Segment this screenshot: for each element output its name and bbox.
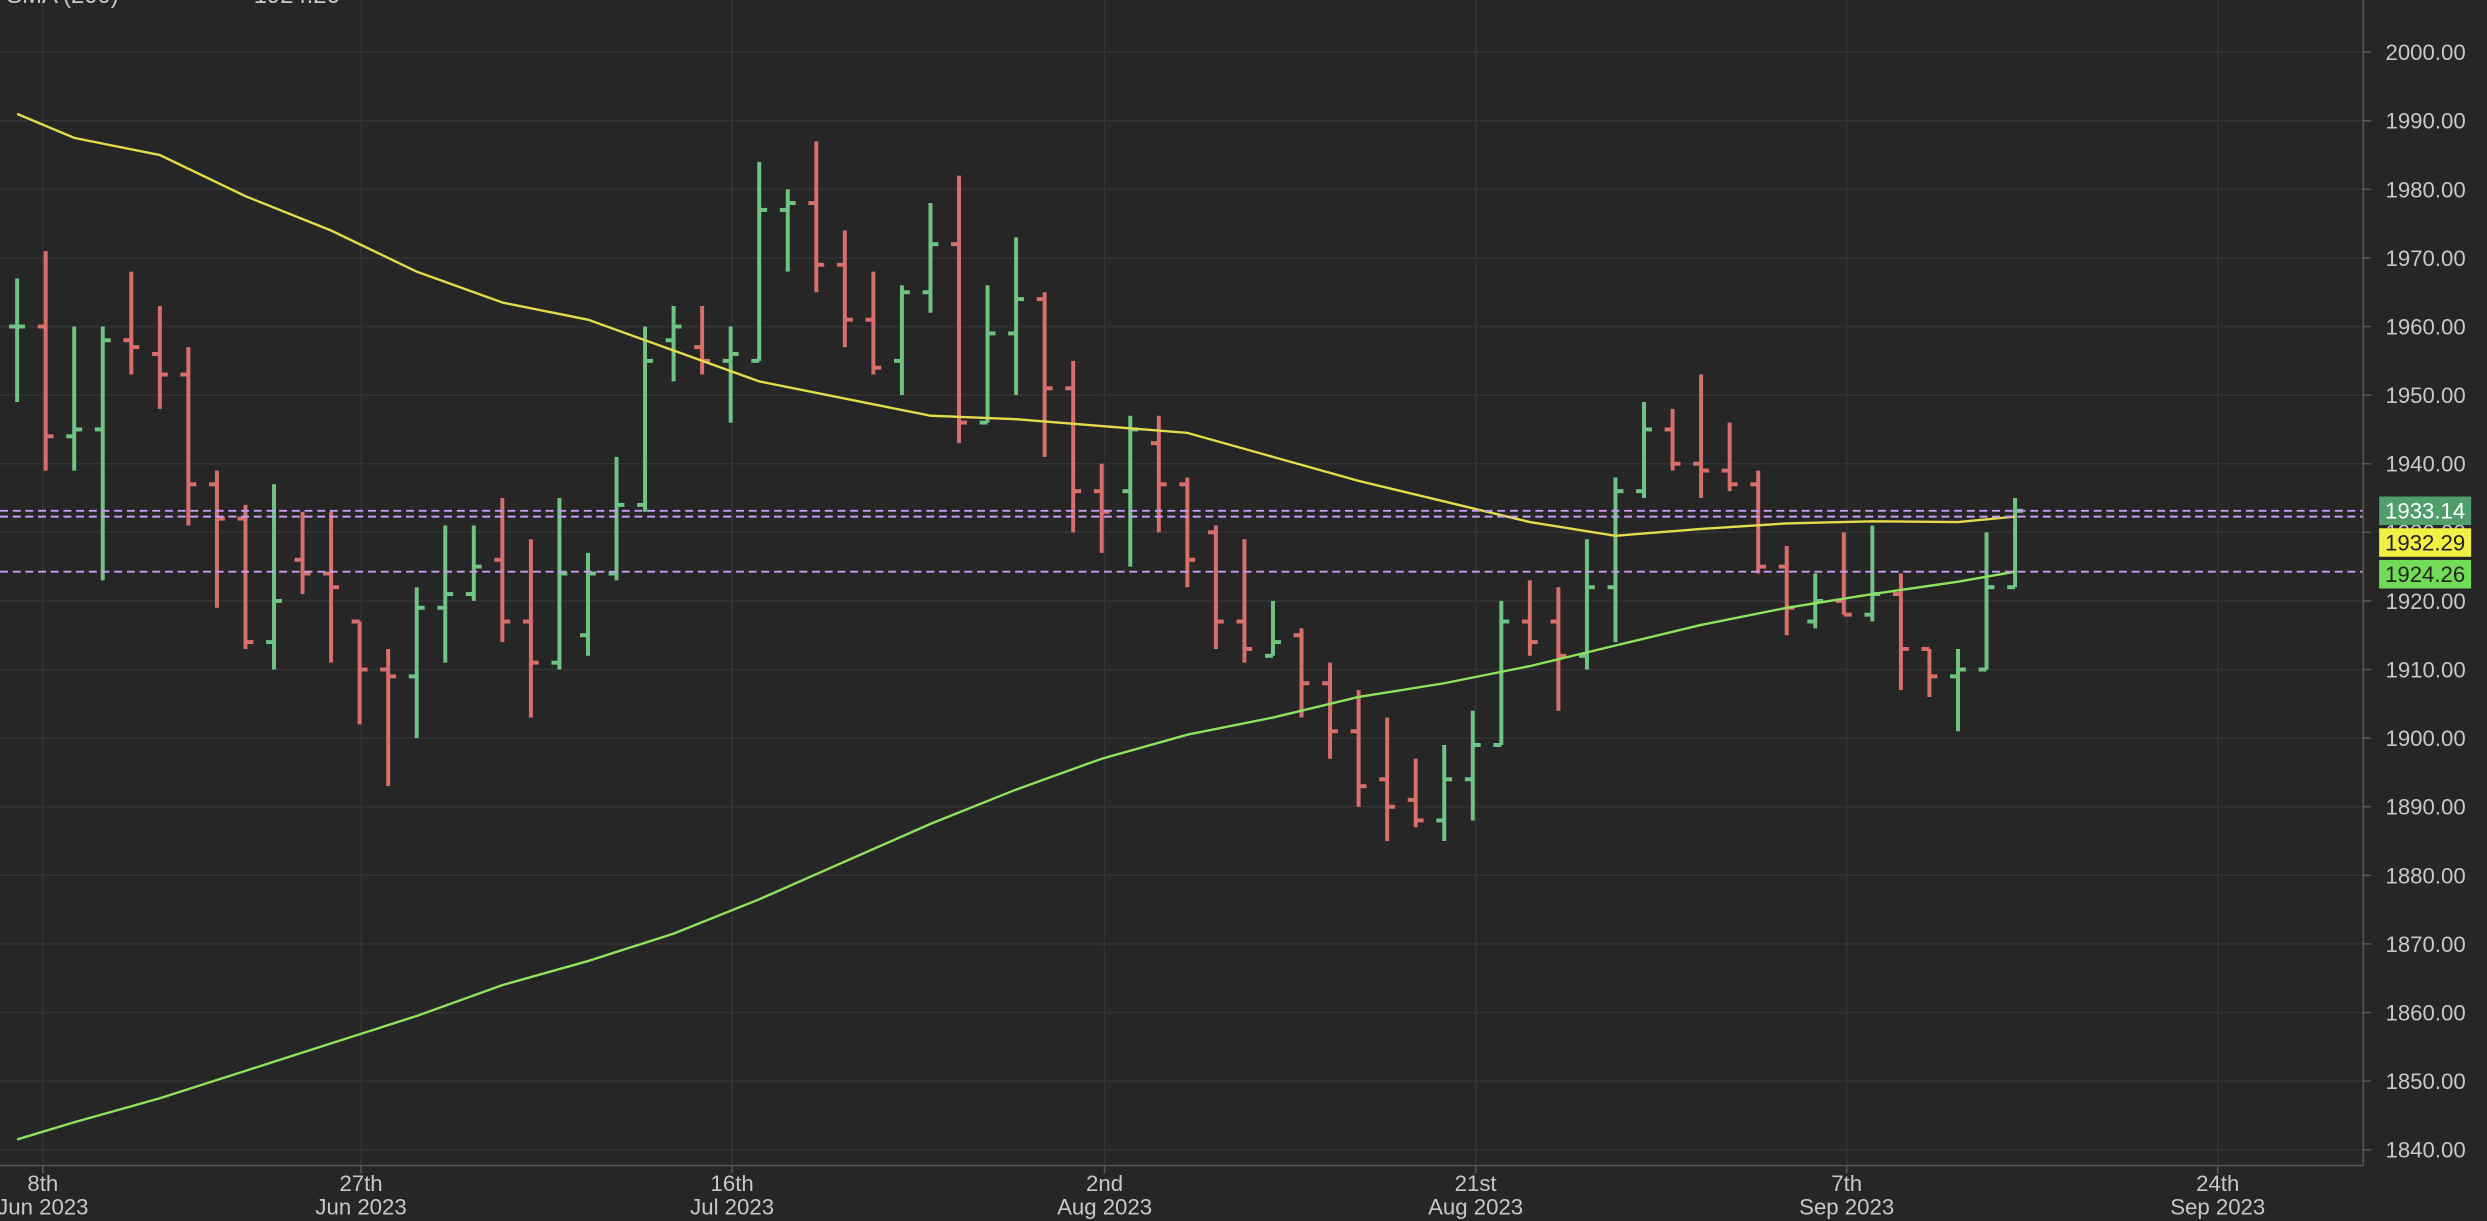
price-label: 1933.14	[2385, 499, 2465, 524]
grid	[0, 0, 2364, 1166]
moving-average-line	[16, 570, 2016, 1141]
y-tick-label: 1900.00	[2385, 726, 2465, 751]
price-label-box	[2379, 496, 2472, 526]
plot	[0, 112, 2364, 1141]
x-tick-sublabel: Aug 2023	[1428, 1195, 1523, 1220]
price-label-box	[2379, 559, 2472, 589]
x-tick-label: 2nd	[1086, 1171, 1123, 1196]
y-tick-label: 1840.00	[2385, 1138, 2465, 1163]
y-tick-label: 2000.00	[2385, 40, 2465, 65]
y-tick-label: 1960.00	[2385, 314, 2465, 339]
y-tick-label: 1980.00	[2385, 177, 2465, 202]
moving-average-line	[16, 112, 2016, 537]
indicator-value: 1924.26	[254, 0, 340, 9]
x-tick-sublabel: Sep 2023	[1799, 1195, 1894, 1220]
price-label: 1924.26	[2385, 562, 2465, 587]
price-label: 1932.29	[2385, 530, 2465, 555]
y-tick-label: 1990.00	[2385, 109, 2465, 134]
axis-labels: 1840.00 1850.00 1860.00 1870.00 1880.00 1890.…	[0, 40, 2472, 1220]
x-tick-label: 7th	[1831, 1171, 1862, 1196]
y-tick-label: 1870.00	[2385, 932, 2465, 957]
x-tick-sublabel: Aug 2023	[1057, 1195, 1152, 1220]
y-tick-label: 1880.00	[2385, 863, 2465, 888]
y-tick-label: 1920.00	[2385, 589, 2465, 614]
x-tick-sublabel: Jun 2023	[0, 1195, 88, 1220]
y-tick-label: 1940.00	[2385, 452, 2465, 477]
y-tick-label: 1950.00	[2385, 383, 2465, 408]
y-tick-label: 1850.00	[2385, 1069, 2465, 1094]
x-tick-label: 16th	[711, 1171, 754, 1196]
x-tick-label: 27th	[339, 1171, 382, 1196]
y-tick-label: 1890.00	[2385, 795, 2465, 820]
x-tick-label: 8th	[27, 1171, 58, 1196]
price-label-box	[2379, 528, 2472, 557]
indicator-title: SMA (200)	[6, 0, 118, 9]
y-tick-label: 1970.00	[2385, 246, 2465, 271]
y-tick-label: 1860.00	[2385, 1000, 2465, 1025]
x-tick-sublabel: Sep 2023	[2170, 1195, 2265, 1220]
x-tick-label: 21st	[1455, 1171, 1497, 1196]
y-tick-label: 1910.00	[2385, 657, 2465, 682]
x-tick-sublabel: Jul 2023	[690, 1195, 774, 1220]
x-tick-label: 24th	[2196, 1171, 2239, 1196]
x-tick-sublabel: Jun 2023	[315, 1195, 406, 1220]
